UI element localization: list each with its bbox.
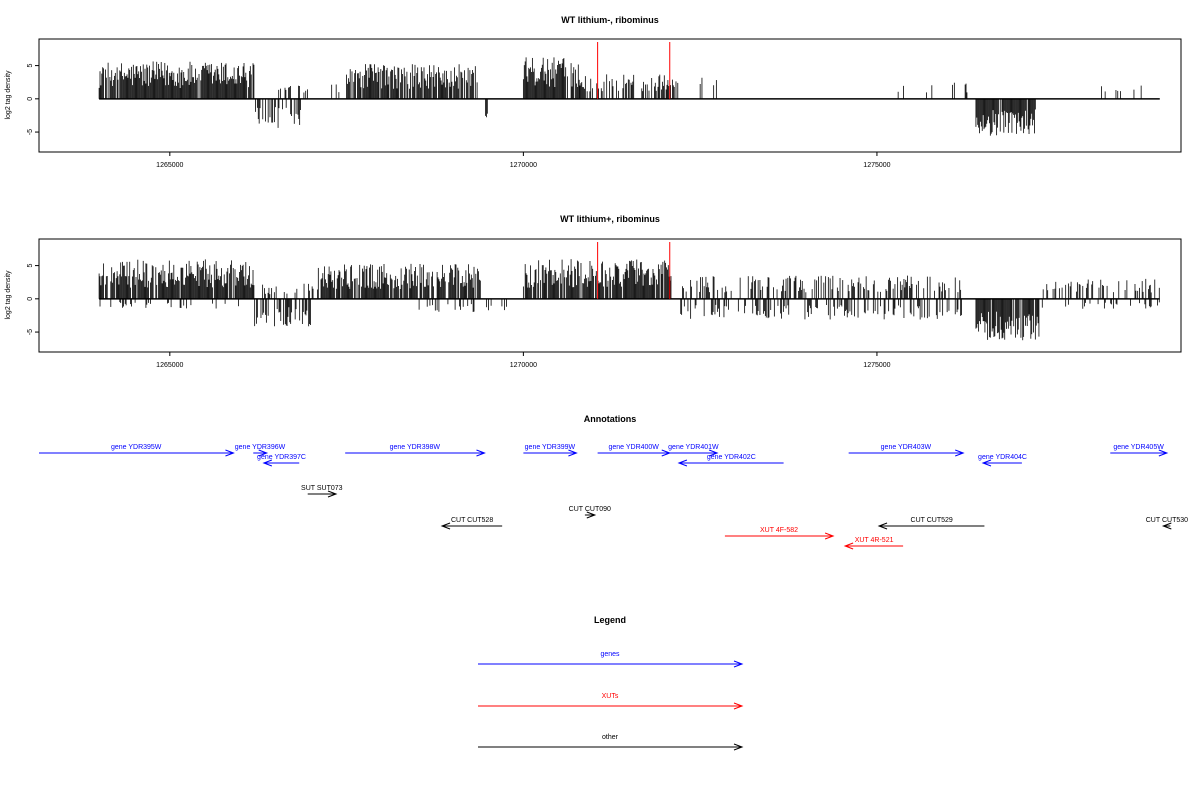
plot-frame: [38, 238, 1182, 353]
x-tick-label: 1270000: [510, 162, 537, 169]
annotation-feature: CUT CUT528: [440, 517, 503, 530]
annotations-track: Annotations gene YDR395W gene YDR396Wgene…: [39, 414, 1188, 550]
annotation-feature: SUT SUT073: [301, 485, 343, 498]
y-tick-label: 0: [27, 297, 34, 301]
feature-label: gene YDR399W: [525, 444, 576, 451]
feature-label: gene YDR397C: [257, 454, 306, 461]
legend-item: XUTs: [478, 693, 744, 710]
annotation-feature: gene YDR398W: [345, 444, 486, 457]
annotation-feature: CUT CUT529: [877, 517, 985, 530]
annotation-feature: gene YDR395W: [39, 444, 235, 457]
x-axis: 1265000 1270000 1275000: [156, 352, 891, 369]
x-tick-label: 1265000: [156, 162, 183, 169]
red-marker-lines: [597, 242, 671, 299]
feature-label: gene YDR404C: [978, 454, 1027, 461]
y-tick-label: 5: [27, 264, 34, 268]
annotation-feature: gene YDR401W: [668, 444, 719, 457]
feature-label: gene YDR395W: [111, 444, 162, 451]
feature-label: SUT SUT073: [301, 485, 343, 492]
feature-label: gene YDR402C: [707, 454, 756, 461]
coverage-panel-lithium-minus: WT lithium-, ribominus log2 tag density …: [5, 15, 1182, 169]
legend-label: genes: [600, 651, 620, 658]
plot-frame: [38, 38, 1182, 153]
annotation-feature: CUT CUT530: [1146, 517, 1188, 530]
feature-label: gene YDR396W: [235, 444, 286, 451]
annotation-feature: gene YDR399W: [523, 444, 578, 457]
annotation-feature: XUT 4R-521: [843, 537, 904, 550]
annotation-feature: XUT 4F-582: [724, 527, 835, 540]
feature-label: gene YDR400W: [608, 444, 659, 451]
feature-label: CUT CUT530: [1146, 517, 1188, 524]
x-tick-label: 1270000: [510, 362, 537, 369]
annotation-feature: gene YDR396W: [235, 444, 286, 457]
annotation-feature: gene YDR397C: [257, 454, 306, 467]
x-tick-label: 1275000: [863, 162, 890, 169]
red-marker-lines: [597, 42, 671, 99]
feature-label: gene YDR405W: [1113, 444, 1164, 451]
y-tick-label: -5: [27, 129, 34, 135]
legend-label: other: [602, 734, 619, 741]
feature-label: CUT CUT090: [569, 506, 611, 513]
annotation-feature: gene YDR404C: [978, 454, 1027, 467]
panel-title: WT lithium+, ribominus: [560, 214, 660, 224]
feature-label: XUT 4F-582: [760, 527, 798, 534]
legend-label: XUTs: [602, 693, 619, 700]
coverage-panel-lithium-plus: WT lithium+, ribominus log2 tag density …: [5, 214, 1182, 369]
annotation-feature: CUT CUT090: [569, 506, 611, 519]
annotation-feature: gene YDR405W: [1110, 444, 1169, 457]
annotations-title: Annotations: [584, 414, 637, 424]
y-axis: -5 0 5: [27, 264, 39, 335]
panel-title: WT lithium-, ribominus: [561, 15, 659, 25]
x-tick-label: 1265000: [156, 362, 183, 369]
bar-series: [98, 57, 1142, 136]
legend-item: genes: [478, 651, 744, 668]
y-axis-label: log2 tag density: [5, 70, 12, 120]
y-tick-label: 5: [27, 64, 34, 68]
y-tick-label: 0: [27, 97, 34, 101]
legend-items: genes XUTs other: [478, 651, 744, 751]
legend-title: Legend: [594, 615, 626, 625]
feature-label: CUT CUT529: [911, 517, 953, 524]
feature-label: CUT CUT528: [451, 517, 493, 524]
bar-series: [98, 259, 1160, 341]
annotation-feature: gene YDR402C: [677, 454, 784, 467]
feature-label: gene YDR401W: [668, 444, 719, 451]
y-axis-label: log2 tag density: [5, 270, 12, 320]
x-tick-label: 1275000: [863, 362, 890, 369]
legend-item: other: [478, 734, 744, 751]
feature-label: gene YDR403W: [881, 444, 932, 451]
legend: Legend genes XUTs other: [478, 615, 744, 751]
annotation-feature: gene YDR403W: [848, 444, 965, 457]
feature-label: gene YDR398W: [390, 444, 441, 451]
feature-list: gene YDR395W gene YDR396W gene YDR397C gene…: [39, 444, 1188, 550]
annotation-feature: gene YDR400W: [597, 444, 672, 457]
y-tick-label: -5: [27, 329, 34, 335]
y-axis: -5 0 5: [27, 64, 39, 135]
x-axis: 1265000 1270000 1275000: [156, 152, 891, 169]
feature-label: XUT 4R-521: [855, 537, 894, 544]
